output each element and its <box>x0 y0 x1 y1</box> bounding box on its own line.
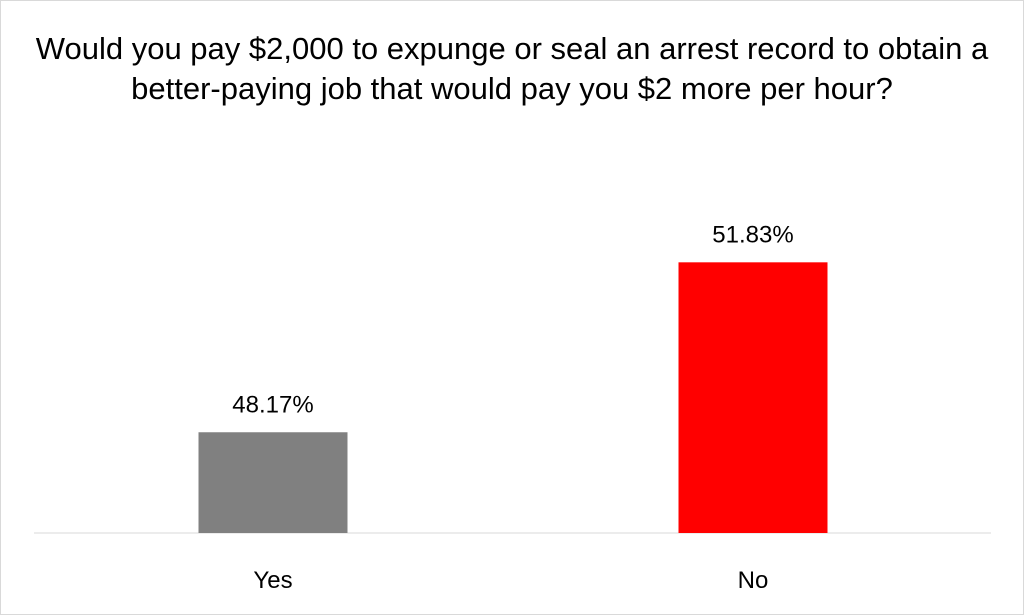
chart-title: Would you pay $2,000 to expunge or seal … <box>35 31 989 106</box>
data-label-no: 51.83% <box>712 221 793 248</box>
bar-no <box>678 262 828 533</box>
bar-yes <box>198 432 348 533</box>
data-label-yes: 48.17% <box>232 391 313 418</box>
x-tick-label-no: No <box>738 567 769 594</box>
x-tick-label-yes: Yes <box>253 567 292 594</box>
